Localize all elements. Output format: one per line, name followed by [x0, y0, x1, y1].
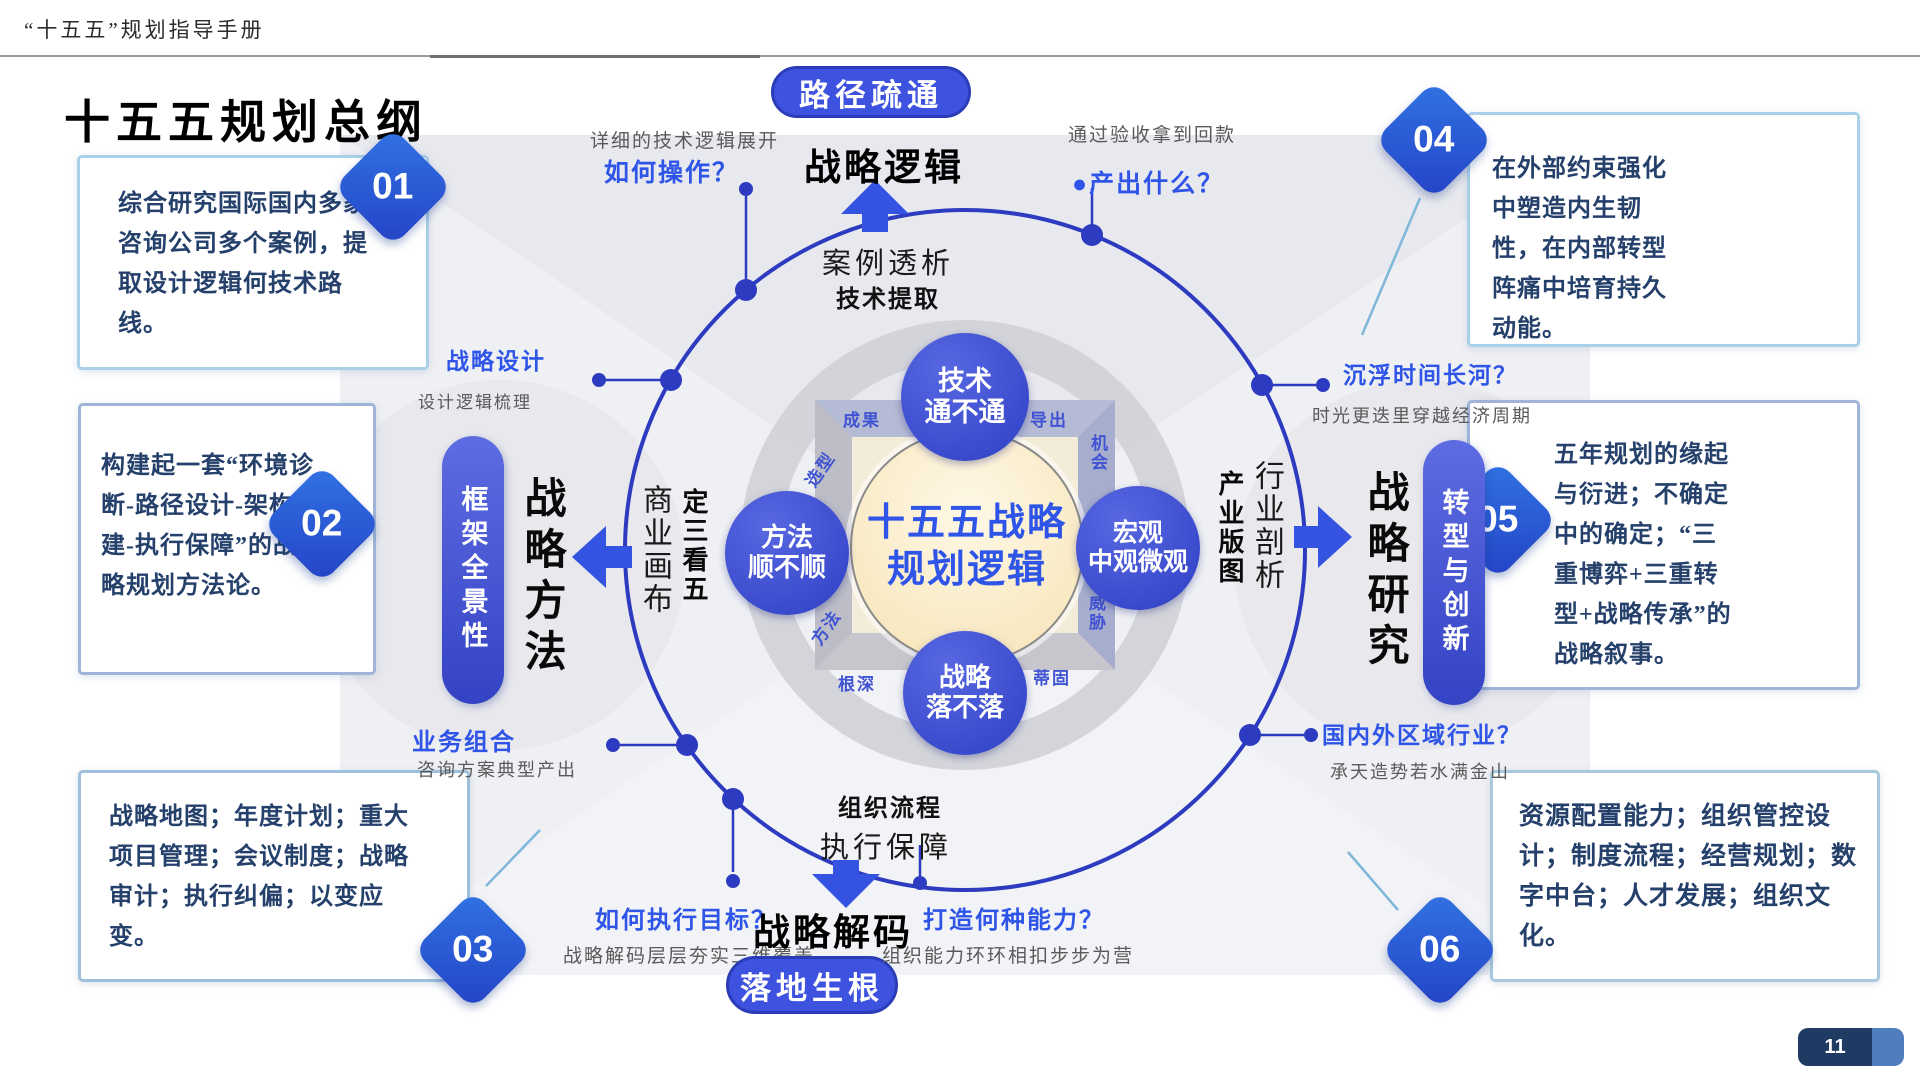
arrow-up-icon — [841, 180, 909, 232]
center-circle: 十五五战略 规划逻辑 — [850, 430, 1084, 664]
arrow-left-icon — [572, 526, 632, 588]
info-box-01-text: 综合研究国际国内多家咨询公司多个案例，提取设计逻辑何技术路线。 — [118, 191, 368, 337]
heading-left: 战略方法 — [519, 476, 566, 680]
header-rule-accent — [430, 55, 760, 58]
heading-bottom: 战略解码 — [753, 912, 913, 953]
heading-top: 战略逻辑 — [804, 147, 964, 188]
info-box-04: 在外部约束强化中塑造内生韧性，在内部转型阵痛中培育持久动能。 — [1467, 112, 1860, 347]
info-box-04-text: 在外部约束强化中塑造内生韧性，在内部转型阵痛中培育持久动能。 — [1492, 156, 1667, 342]
ring-nodes — [660, 224, 1273, 810]
note-org-capability: 组织能力环环相扣步步为营 — [882, 946, 1135, 967]
label-ding-san-kan-wu: 定三看五 — [679, 488, 709, 604]
label-business-portfolio: 业务组合 — [412, 729, 516, 756]
pill-bottom: 落地生根 — [726, 956, 898, 1014]
page-number-badge: 11 — [1798, 1028, 1904, 1066]
label-tech-extraction: 技术提取 — [836, 286, 940, 313]
arrow-right-icon — [1294, 506, 1352, 568]
frame-label-result: 成果 — [843, 411, 881, 430]
info-box-05: 五年规划的缘起与衍进；不确定中的确定；“三重博弈+三重转型+战略传承”的战略叙事… — [1467, 400, 1860, 690]
diamond-01-number: 01 — [372, 166, 414, 207]
diamond-03-number: 03 — [452, 929, 494, 970]
label-industry-analysis: 行业剖析 — [1250, 460, 1283, 592]
page-number: 11 — [1798, 1028, 1872, 1066]
label-execution-guarantee: 执行保障 — [820, 832, 953, 864]
page-badge-tab — [1872, 1028, 1904, 1066]
frame-label-opportunity: 机会 — [1088, 434, 1107, 472]
label-strategy-design: 战略设计 — [446, 348, 546, 374]
label-org-process: 组织流程 — [838, 795, 942, 822]
satellite-tech-line1: 技术 — [938, 365, 992, 396]
note-momentum: 承天造势若水满金山 — [1330, 762, 1510, 782]
doc-title: “十五五”规划指导手册 — [24, 18, 265, 42]
arrow-down-icon — [812, 860, 880, 908]
note-acceptance-payment: 通过验收拿到回款 — [1068, 125, 1237, 146]
satellite-method-line1: 方法 — [760, 522, 813, 553]
diamond-06-number: 06 — [1419, 929, 1461, 970]
note-design-logic: 设计逻辑梳理 — [418, 393, 532, 412]
note-economic-cycle: 时光更迭里穿越经济周期 — [1312, 406, 1532, 426]
frame-label-export: 导出 — [1030, 411, 1068, 430]
satellite-macro-line1: 宏观 — [1112, 519, 1163, 548]
frame-label-genshen: 根深 — [838, 675, 876, 694]
header-rule — [0, 55, 1920, 57]
diamond-04-number: 04 — [1413, 119, 1455, 160]
axis-arrows — [572, 180, 1352, 908]
label-industry-map: 产业版图 — [1215, 470, 1245, 586]
satellite-landing: 战略 落不落 — [903, 631, 1027, 755]
satellite-macro: 宏观 中观微观 — [1076, 486, 1200, 610]
pill-top: 路径疏通 — [771, 66, 971, 118]
heading-right: 战略研究 — [1362, 470, 1409, 674]
pill-left: 框架全景性 — [442, 436, 504, 704]
frame-label-digu: 蒂固 — [1033, 669, 1071, 688]
info-box-05-text: 五年规划的缘起与衍进；不确定中的确定；“三重博弈+三重转型+战略传承”的战略叙事… — [1554, 442, 1732, 668]
info-box-03-text: 战略地图；年度计划；重大项目管理；会议制度；战略审计；执行纠偏；以变应变。 — [109, 804, 409, 950]
frame-label-threat: 威胁 — [1086, 594, 1105, 632]
center-title-line1: 十五五战略 — [866, 501, 1067, 544]
note-detail-logic: 详细的技术逻辑展开 — [590, 131, 780, 152]
satellite-method-line2: 顺不顺 — [747, 552, 826, 582]
question-what-capability: 打造何种能力？ — [923, 907, 1105, 934]
satellite-tech-line2: 通不通 — [924, 397, 1006, 427]
satellite-macro-line2: 中观微观 — [1087, 548, 1188, 576]
connector-dots — [592, 182, 1330, 890]
satellite-method: 方法 顺不顺 — [725, 491, 849, 615]
note-consulting-output: 咨询方案典型产出 — [417, 760, 577, 780]
label-business-canvas: 商业画布 — [638, 484, 671, 616]
question-how-to-operate: 如何操作？ — [604, 159, 740, 187]
satellite-landing-line1: 战略 — [938, 662, 991, 693]
info-box-03: 战略地图；年度计划；重大项目管理；会议制度；战略审计；执行纠偏；以变应变。 — [78, 770, 470, 982]
label-case-analysis: 案例透析 — [822, 248, 955, 280]
pill-right: 转型与创新 — [1423, 440, 1485, 705]
satellite-tech: 技术 通不通 — [901, 333, 1029, 461]
page-title: 十五五规划总纲 — [64, 96, 428, 148]
satellite-landing-line2: 落不落 — [925, 692, 1004, 722]
question-what-output: ●产出什么？ — [1072, 170, 1225, 198]
info-box-06-text: 资源配置能力；组织管控设计；制度流程；经营规划；数字中台；人才发展；组织文化。 — [1519, 803, 1858, 950]
question-how-execute: 如何执行目标？ — [595, 907, 777, 934]
question-time-river: 沉浮时间长河？ — [1343, 362, 1518, 388]
info-box-06: 资源配置能力；组织管控设计；制度流程；经营规划；数字中台；人才发展；组织文化。 — [1490, 770, 1880, 982]
center-title-line2: 规划逻辑 — [886, 549, 1047, 591]
question-regional-industry: 国内外区域行业？ — [1322, 722, 1522, 748]
diamond-02-number: 02 — [301, 503, 343, 544]
